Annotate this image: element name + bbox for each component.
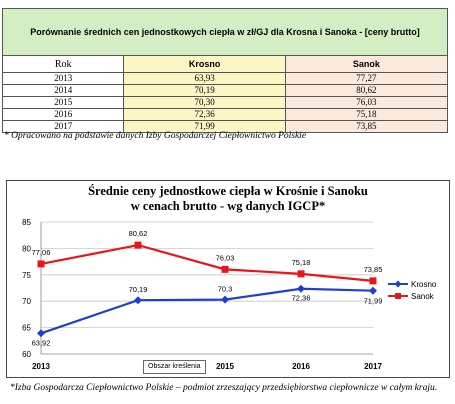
- data-point-marker: [37, 260, 45, 268]
- price-table: Porównanie średnich cen jednostkowych ci…: [1, 8, 449, 133]
- cell-sanok: 80,62: [284, 84, 449, 97]
- table-row: 2017 71,99 73,85: [1, 120, 449, 133]
- cell-sanok: 73,85: [284, 120, 449, 133]
- cell-year: 2015: [1, 96, 125, 109]
- data-point-marker: [369, 286, 377, 295]
- plot-area-tooltip: Obszar kreślenia: [143, 360, 206, 374]
- series-line-krosno: [40, 287, 374, 335]
- cell-krosno: 72,36: [123, 108, 286, 121]
- cell-sanok: 76,03: [284, 96, 449, 109]
- data-point-marker: [134, 241, 142, 249]
- data-label: 77,06: [32, 248, 51, 257]
- legend-label-krosno: Krosno: [411, 280, 437, 289]
- data-point-marker: [369, 277, 377, 285]
- header-krosno: Krosno: [123, 55, 286, 73]
- data-point-marker: [134, 296, 142, 305]
- chart-title-line2: w cenach brutto - wg danych IGCP*: [130, 199, 326, 213]
- data-point-marker: [221, 265, 229, 273]
- cell-year: 2017: [1, 120, 125, 133]
- data-label: 70,3: [218, 285, 233, 294]
- chart-title-line1: Średnie ceny jednostkowe ciepła w Krośni…: [88, 184, 368, 198]
- y-tick-label: 60: [22, 350, 31, 359]
- data-point-marker: [297, 270, 305, 278]
- data-label: 80,62: [129, 229, 148, 238]
- y-tick-label: 70: [22, 297, 31, 306]
- chart-title: Średnie ceny jednostkowe ciepła w Krośni…: [6, 184, 450, 214]
- cell-krosno: 71,99: [123, 120, 286, 133]
- x-tick-label: 2013: [32, 362, 50, 371]
- legend-label-sanok: Sanok: [411, 292, 435, 301]
- table-title: Porównanie średnich cen jednostkowych ci…: [2, 8, 448, 56]
- table-header-row: Rok Krosno Sanok: [1, 55, 449, 73]
- series-line-sanok: [40, 243, 374, 282]
- data-label: 70,19: [129, 285, 148, 294]
- data-label: 76,03: [216, 253, 235, 262]
- x-tick-label: 2016: [292, 362, 310, 371]
- data-point-marker: [221, 295, 229, 304]
- data-label: 63,92: [32, 338, 51, 347]
- data-point-marker: [37, 329, 45, 338]
- cell-sanok: 75,18: [284, 108, 449, 121]
- data-label: 75,18: [292, 258, 311, 267]
- table-source-note: * Opracowano na podstawie danych Izby Go…: [4, 131, 307, 141]
- x-tick-label: 2017: [364, 362, 382, 371]
- y-tick-label: 80: [22, 244, 31, 253]
- legend-marker: [394, 280, 402, 288]
- y-tick-label: 65: [22, 324, 31, 333]
- x-tick-label: 2015: [216, 362, 234, 371]
- data-label: 73,85: [364, 265, 383, 274]
- y-tick-label: 75: [22, 271, 31, 280]
- cell-sanok: 77,27: [284, 72, 449, 85]
- y-tick-label: 85: [22, 218, 31, 227]
- cell-year: 2013: [1, 72, 125, 85]
- chart-footnote: *Izba Gospodarcza Ciepłownictwo Polskie …: [10, 383, 438, 393]
- table-row: 2014 70,19 80,62: [1, 84, 449, 97]
- data-label: 71,99: [364, 297, 383, 306]
- data-label: 72,36: [292, 294, 311, 303]
- legend-marker: [395, 293, 401, 299]
- cell-year: 2014: [1, 84, 125, 97]
- data-point-marker: [297, 284, 305, 293]
